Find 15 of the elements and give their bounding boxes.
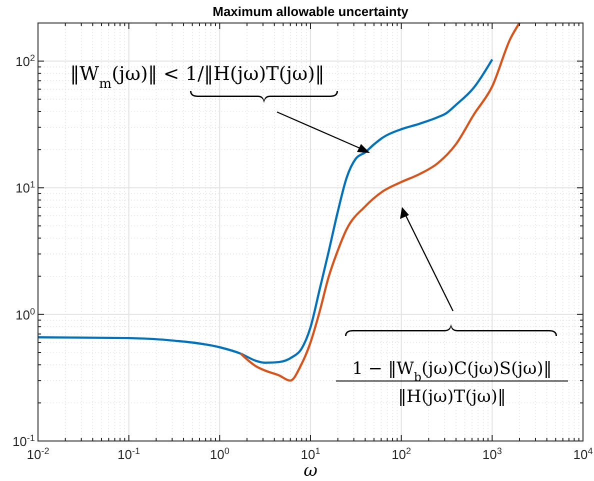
x-tick-label: 10$^{-1}$ bbox=[118, 446, 140, 462]
x-tick-label: 10$^{0}$ bbox=[210, 446, 230, 462]
y-tick-label: 10$^{0}$ bbox=[15, 306, 35, 322]
y-tick-label: 10$^{2}$ bbox=[15, 53, 35, 70]
x-axis-title: ω bbox=[304, 461, 318, 481]
annotation: ‖W$_{m}$(jω)‖ < 1/‖H(jω)T(jω)‖ bbox=[70, 63, 324, 92]
x-tick-label: 10$^{2}$ bbox=[392, 446, 412, 462]
x-tick-label: 10$^{1}$ bbox=[300, 446, 320, 462]
x-tick-label: 10$^{-2}$ bbox=[26, 446, 50, 462]
chart-title: Maximum allowable uncertainty bbox=[212, 4, 410, 19]
y-tick-label: 10$^{1}$ bbox=[15, 180, 35, 196]
y-tick-label: 10$^{-1}$ bbox=[12, 433, 35, 449]
x-tick-label: 10$^{4}$ bbox=[573, 446, 593, 462]
x-tick-label: 10$^{3}$ bbox=[482, 446, 502, 462]
annotation: ‖H(jω)T(jω)‖ bbox=[398, 387, 506, 407]
